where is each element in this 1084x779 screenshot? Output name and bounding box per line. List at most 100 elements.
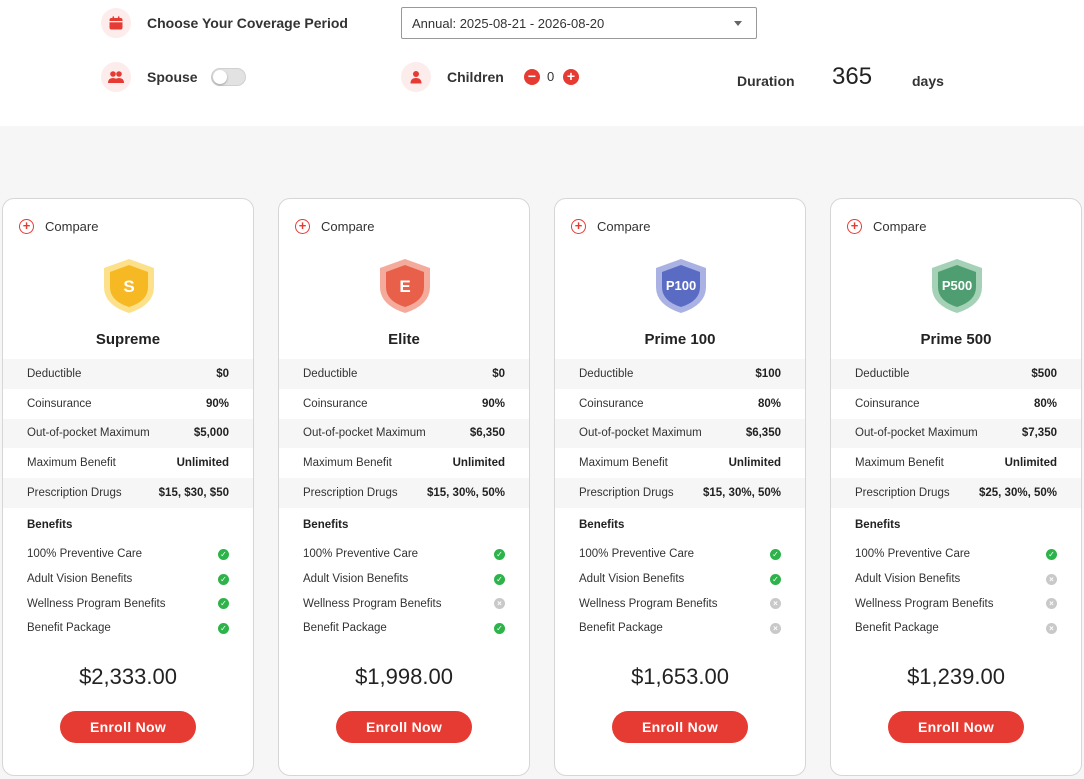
plan-detail-row: Prescription Drugs $15, 30%, 50% [279,478,529,508]
benefit-label: Adult Vision Benefits [855,573,961,586]
x-circle-icon: × [494,598,505,610]
benefit-item: Benefit Package × [855,616,1057,641]
spouse-label: Spouse [147,69,198,85]
compare-toggle[interactable]: + Compare [295,219,374,234]
detail-label: Maximum Benefit [27,457,116,470]
children-label: Children [447,69,504,85]
detail-label: Prescription Drugs [27,487,122,500]
duration-value: 365 [832,63,873,90]
detail-label: Deductible [579,367,634,380]
children-decrement-button[interactable]: − [524,69,540,85]
coverage-period-select[interactable]: Annual: 2025-08-21 - 2026-08-20 [401,7,757,39]
detail-value: Unlimited [452,457,505,470]
coverage-period-value: Annual: 2025-08-21 - 2026-08-20 [412,16,605,31]
shield-badge-icon: P100 [656,259,706,313]
benefit-label: Benefit Package [303,622,387,635]
compare-label: Compare [45,219,99,234]
benefits-list: 100% Preventive Care ✓ Adult Vision Benefi… [27,542,229,641]
coverage-period-label: Choose Your Coverage Period [147,15,348,31]
benefit-item: Wellness Program Benefits ✓ [27,591,229,616]
plan-name: Supreme [95,331,161,348]
benefits-list: 100% Preventive Care ✓ Adult Vision Benefi… [303,542,505,641]
detail-value: $6,350 [745,427,781,440]
detail-value: $7,350 [1021,427,1057,440]
plus-circle-icon: + [19,219,34,234]
plan-card-prime-100: + Compare P100 Prime 100 Deductible $100 C… [554,198,806,776]
detail-label: Out-of-pocket Maximum [303,427,426,440]
benefit-item: Adult Vision Benefits ✓ [579,567,781,592]
detail-value: 90% [205,397,229,410]
check-circle-icon: ✓ [494,548,505,560]
detail-value: Unlimited [728,457,781,470]
benefits-list: 100% Preventive Care ✓ Adult Vision Benefi… [855,542,1057,641]
check-circle-icon: ✓ [218,622,229,634]
benefits-list: 100% Preventive Care ✓ Adult Vision Benefi… [579,542,781,641]
plan-price: $2,333.00 [79,664,177,689]
benefit-label: Benefit Package [27,622,111,635]
detail-value: $15, $30, $50 [158,487,229,500]
detail-value: $5,000 [193,427,229,440]
detail-value: Unlimited [176,457,229,470]
benefit-item: Benefit Package × [579,616,781,641]
detail-label: Maximum Benefit [855,457,944,470]
children-increment-button[interactable]: + [563,69,579,85]
caret-down-icon [734,21,742,26]
detail-label: Deductible [27,367,82,380]
benefit-item: Adult Vision Benefits ✓ [303,567,505,592]
check-circle-icon: ✓ [1046,548,1057,560]
plan-name: Elite [388,331,420,348]
detail-label: Coinsurance [303,397,368,410]
plan-detail-row: Prescription Drugs $15, $30, $50 [3,478,253,508]
benefit-item: 100% Preventive Care ✓ [27,542,229,567]
enroll-now-button[interactable]: Enroll Now [336,711,472,743]
plus-circle-icon: + [571,219,586,234]
enroll-now-button[interactable]: Enroll Now [612,711,748,743]
plus-circle-icon: + [847,219,862,234]
detail-value: 90% [481,397,505,410]
benefit-item: Benefit Package ✓ [27,616,229,641]
detail-label: Maximum Benefit [303,457,392,470]
check-circle-icon: ✓ [770,548,781,560]
detail-value: 80% [1033,397,1057,410]
plan-price: $1,239.00 [907,664,1005,689]
detail-label: Coinsurance [27,397,92,410]
check-circle-icon: ✓ [218,573,229,585]
benefit-item: Benefit Package ✓ [303,616,505,641]
benefit-label: Wellness Program Benefits [27,597,166,610]
compare-toggle[interactable]: + Compare [571,219,650,234]
benefits-title: Benefits [303,519,349,531]
benefit-label: Wellness Program Benefits [579,597,718,610]
plan-detail-row: Coinsurance 80% [555,389,805,419]
duration-unit: days [912,73,944,89]
spouse-toggle[interactable] [211,68,246,86]
benefit-label: 100% Preventive Care [303,548,419,561]
benefit-label: 100% Preventive Care [27,548,143,561]
detail-label: Deductible [855,367,910,380]
badge-letter: P100 [666,278,696,293]
plan-name: Prime 500 [920,331,992,348]
plan-detail-row: Out-of-pocket Maximum $6,350 [555,418,805,449]
benefit-item: Adult Vision Benefits ✓ [27,567,229,592]
benefit-label: Wellness Program Benefits [855,597,994,610]
plan-card-prime-500: + Compare P500 Prime 500 Deductible $500 C… [830,198,1082,776]
plan-detail-row: Maximum Benefit Unlimited [555,448,805,478]
plan-card-supreme: + Compare S Supreme Deductible $0 Coinsura… [2,198,254,776]
enroll-now-button[interactable]: Enroll Now [888,711,1024,743]
benefit-item: 100% Preventive Care ✓ [303,542,505,567]
duration-label: Duration [737,73,795,89]
enroll-now-button[interactable]: Enroll Now [60,711,196,743]
plan-detail-row: Out-of-pocket Maximum $6,350 [279,418,529,449]
plan-detail-row: Deductible $500 [831,359,1081,389]
check-circle-icon: ✓ [218,548,229,560]
compare-toggle[interactable]: + Compare [847,219,926,234]
compare-label: Compare [321,219,375,234]
plan-detail-row: Prescription Drugs $15, 30%, 50% [555,478,805,508]
badge-letter: S [123,277,134,296]
plan-detail-row: Deductible $100 [555,359,805,389]
plan-detail-row: Deductible $0 [279,359,529,389]
couple-icon [101,62,131,92]
plan-price: $1,998.00 [355,664,453,689]
compare-toggle[interactable]: + Compare [19,219,98,234]
children-count: 0 [547,69,555,84]
detail-label: Deductible [303,367,358,380]
